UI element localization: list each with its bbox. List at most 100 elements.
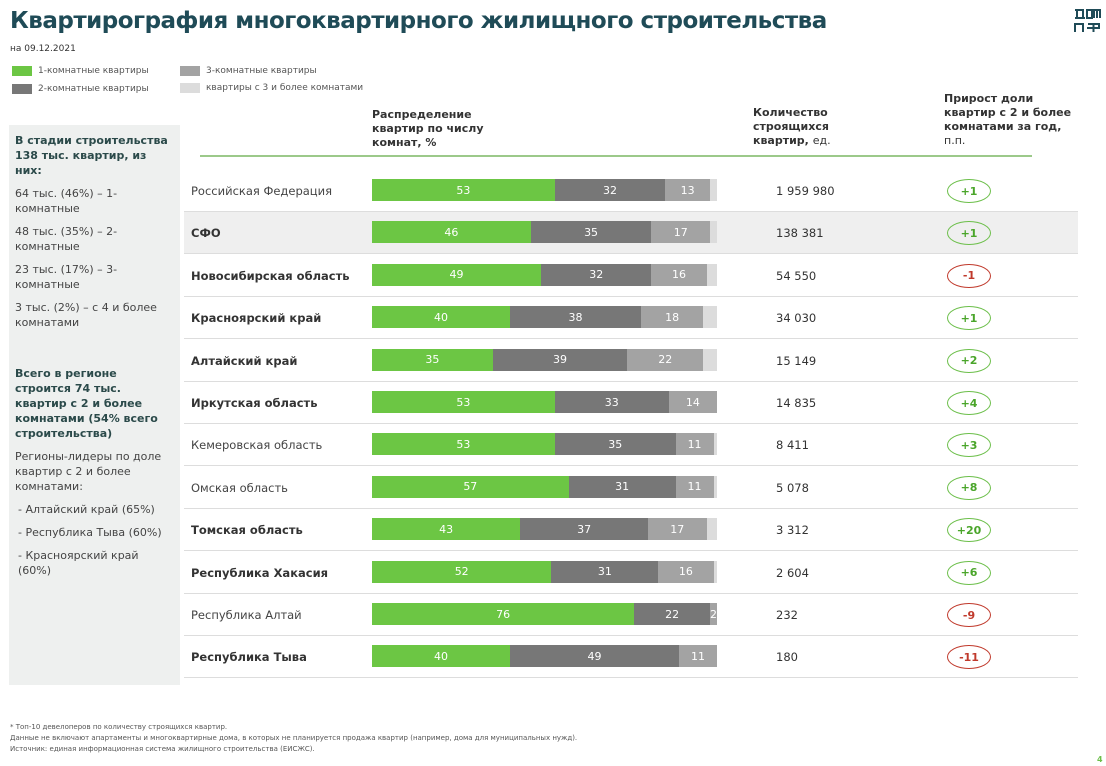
bar-segment-1: 57 [372,475,569,498]
growth-badge: +2 [947,348,991,373]
header-distribution: Распределение квартир по числу комнат, % [372,108,484,149]
bar-segment-1: 40 [372,645,510,668]
legend-swatch [180,83,200,93]
region-row: Красноярский край 40 38 18 34 030 +1 [184,297,1078,340]
stacked-bar: 35 39 22 [372,348,717,371]
region-name: Республика Хакасия [191,565,329,580]
bar-segment-3: 17 [651,221,711,244]
bar-segment-2: 31 [568,475,676,498]
report-date: на 09.12.2021 [10,44,76,54]
apartment-count: 5 078 [776,480,809,495]
sidebar-item: 23 тыс. (17%) – 3-комнатные [15,263,118,291]
region-name: Томская область [191,523,303,538]
apartment-count: 8 411 [776,438,809,453]
leader-item: - Республика Тыва (60%) [18,526,162,539]
apartment-count: 1 959 980 [776,184,835,198]
bar-segment-3: 17 [647,518,707,541]
bar-segment-4 [703,306,717,329]
bar-segment-1: 40 [372,306,510,329]
bar-segment-2: 32 [541,263,652,286]
bar-segment-4 [703,348,717,371]
stacked-bar: 46 35 17 [372,221,717,244]
growth-badge: +1 [947,179,991,203]
stacked-bar: 53 32 13 [372,179,717,201]
region-name: Республика Алтай [191,608,302,622]
bar-segment-4 [706,518,717,541]
bar-segment-3: 14 [668,391,717,413]
leaders-title: Регионы-лидеры по доле квартир с 2 и бол… [15,450,162,493]
bar-segment-2: 31 [551,560,659,583]
bar-segment-1: 53 [372,433,555,456]
stacked-bar: 53 33 14 [372,391,717,413]
bar-segment-3: 13 [665,179,711,201]
bar-segment-3: 16 [658,560,714,583]
bar-segment-4 [710,221,717,244]
growth-badge: +1 [947,306,991,331]
bar-segment-4 [713,433,717,456]
region-row: Республика Хакасия 52 31 16 2 604 +6 [184,552,1078,594]
header-count-label: Количество строящихся квартир, [753,106,829,147]
apartment-count: 14 835 [776,396,817,410]
bar-segment-1: 43 [372,518,521,541]
bar-segment-3: 18 [641,306,704,329]
growth-badge: +8 [947,475,991,500]
domrf-logo-icon [1074,9,1101,32]
bar-segment-1: 49 [372,263,542,286]
growth-badge: +6 [947,560,991,585]
legend-label: 1-комнатные квартиры [38,66,149,76]
bar-segment-3: 2 [710,603,717,625]
region-name: Красноярский край [191,311,322,326]
legend-item-2room: 2-комнатные квартиры [12,84,149,94]
bar-segment-2: 33 [554,391,669,413]
bar-segment-2: 35 [554,433,676,456]
header-growth: Прирост доли квартир с 2 и более комната… [944,92,1079,148]
bar-segment-2: 22 [634,603,711,625]
bar-segment-2: 32 [554,179,666,201]
bar-segment-2: 39 [492,348,628,371]
apartment-count: 2 604 [776,565,809,580]
region-name: Омская область [191,480,288,495]
header-growth-unit: п.п. [944,134,966,147]
stacked-bar: 40 38 18 [372,306,717,329]
sidebar-item: 3 тыс. (2%) – с 4 и более комнатами [15,301,157,329]
bar-segment-4 [706,263,717,286]
stacked-bar: 76 22 2 [372,603,717,625]
bar-segment-1: 53 [372,179,555,201]
legend-item-1room: 1-комнатные квартиры [12,66,149,76]
legend-swatch [180,66,200,76]
growth-badge: -1 [947,263,991,288]
bar-segment-1: 53 [372,391,555,413]
header-count: Количество строящихся квартир, ед. [753,106,863,148]
apartment-count: 34 030 [776,311,817,326]
header-divider [200,155,1032,157]
leader-item: - Алтайский край (65%) [18,503,155,516]
bar-segment-3: 16 [651,263,707,286]
region-name: Алтайский край [191,353,298,368]
stacked-bar: 57 31 11 [372,475,717,498]
bar-segment-3: 11 [679,645,717,668]
footnote: Источник: единая информационная система … [10,745,315,753]
bar-segment-3: 11 [675,433,714,456]
bar-segment-4 [713,560,717,583]
region-row: Российская Федерация 53 32 13 1 959 980 +1 [184,170,1078,212]
region-row: Томская область 43 37 17 3 312 +20 [184,509,1078,552]
sidebar-summary: Всего в регионе строится 74 тыс. квартир… [15,367,158,440]
region-row: Республика Алтай 76 22 2 232 -9 [184,594,1078,636]
bar-segment-2: 38 [510,306,642,329]
region-name: Кемеровская область [191,438,323,453]
growth-badge: +20 [947,518,991,543]
legend-label: квартиры с 3 и более комнатами [206,83,364,93]
legend-swatch [12,84,32,94]
sidebar-item: 48 тыс. (35%) – 2-комнатные [15,225,118,253]
legend-label: 3-комнатные квартиры [206,66,317,76]
region-name: Новосибирская область [191,268,350,283]
apartment-count: 54 550 [776,268,817,283]
sidebar-heading: В стадии строительства 138 тыс. квартир,… [15,134,168,177]
stacked-bar: 52 31 16 [372,560,717,583]
growth-badge: +1 [947,221,991,246]
footnote: Данные не включают апартаменты и многокв… [10,734,578,742]
header-growth-label: Прирост доли квартир с 2 и более комната… [944,92,1072,133]
header-count-unit: ед. [812,134,831,147]
apartment-count: 180 [776,650,798,665]
bar-segment-1: 35 [372,348,493,371]
